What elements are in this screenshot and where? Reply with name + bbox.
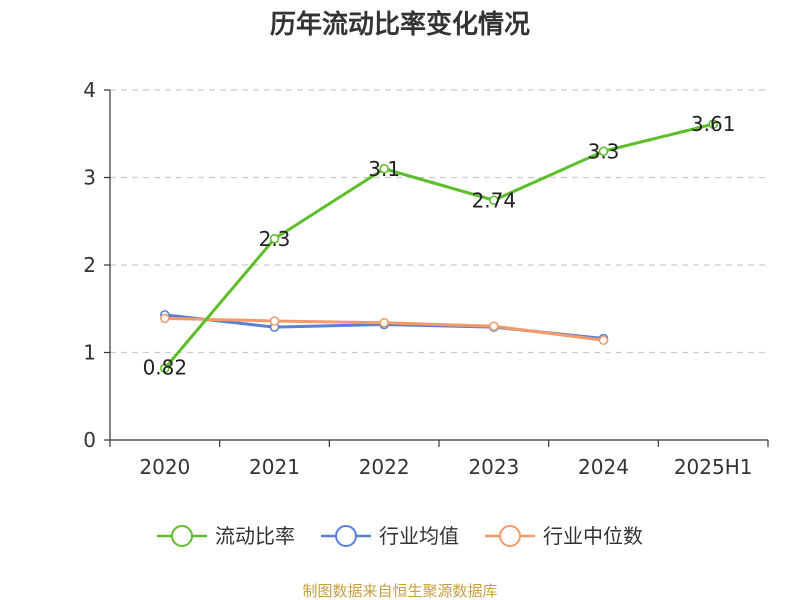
- legend-swatch-marker: [335, 525, 357, 547]
- legend-label: 流动比率: [215, 524, 295, 548]
- legend[interactable]: 流动比率 行业均值 行业中位数: [157, 524, 643, 548]
- data-label: 3.3: [588, 139, 620, 163]
- legend-swatch-marker: [499, 525, 521, 547]
- chart-title: 历年流动比率变化情况: [270, 9, 530, 40]
- y-tick-label: 3: [83, 166, 96, 190]
- x-tick-label: 2025H1: [674, 455, 753, 479]
- x-tick-label: 2023: [468, 455, 519, 479]
- series-point: [160, 313, 170, 324]
- y-tick-label: 1: [83, 341, 96, 365]
- series-point: [269, 316, 280, 326]
- legend-item[interactable]: 行业均值: [321, 524, 459, 548]
- series-point: [160, 363, 170, 374]
- series-point: [489, 195, 499, 206]
- x-tick-label: 2024: [578, 455, 629, 479]
- x-tick-label: 2020: [139, 455, 190, 479]
- series-point: [598, 146, 609, 157]
- series-point: [269, 233, 280, 244]
- legend-label: 行业中位数: [543, 524, 643, 548]
- data-label: 3.1: [368, 157, 400, 181]
- legend-swatch-marker: [171, 525, 193, 547]
- legend-item[interactable]: 行业中位数: [485, 524, 643, 548]
- series-point: [489, 321, 499, 332]
- series-point: [598, 335, 609, 346]
- y-tick-label: 4: [83, 78, 96, 102]
- data-label: 2.74: [472, 188, 517, 212]
- x-tick-label: 2021: [249, 455, 300, 479]
- legend-item[interactable]: 流动比率: [157, 524, 295, 548]
- grid-lines: [110, 89, 768, 354]
- series-line: [163, 122, 714, 370]
- series-point: [708, 119, 718, 129]
- data-label: 3.61: [691, 112, 736, 136]
- data-labels: 0.82 2.3 3.1 2.74 3.3 3.61: [143, 112, 736, 379]
- data-label: 0.82: [143, 355, 188, 379]
- x-tick-label: 2022: [359, 455, 410, 479]
- series-group: [160, 119, 718, 374]
- data-label: 2.3: [259, 227, 291, 251]
- series-point: [379, 163, 389, 174]
- series-point: [379, 317, 389, 328]
- source-note: 制图数据来自恒生聚源数据库: [302, 582, 497, 600]
- y-tick-label: 0: [83, 428, 96, 452]
- legend-label: 行业均值: [379, 524, 459, 548]
- y-tick-label: 2: [83, 253, 96, 277]
- axes: 0 1 2 3 4 2020 2021 2022 2023 2024 2025H1: [83, 78, 769, 479]
